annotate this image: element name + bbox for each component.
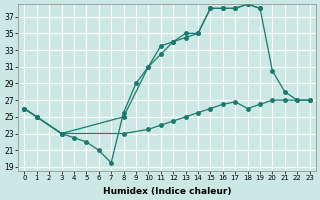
X-axis label: Humidex (Indice chaleur): Humidex (Indice chaleur): [103, 187, 231, 196]
